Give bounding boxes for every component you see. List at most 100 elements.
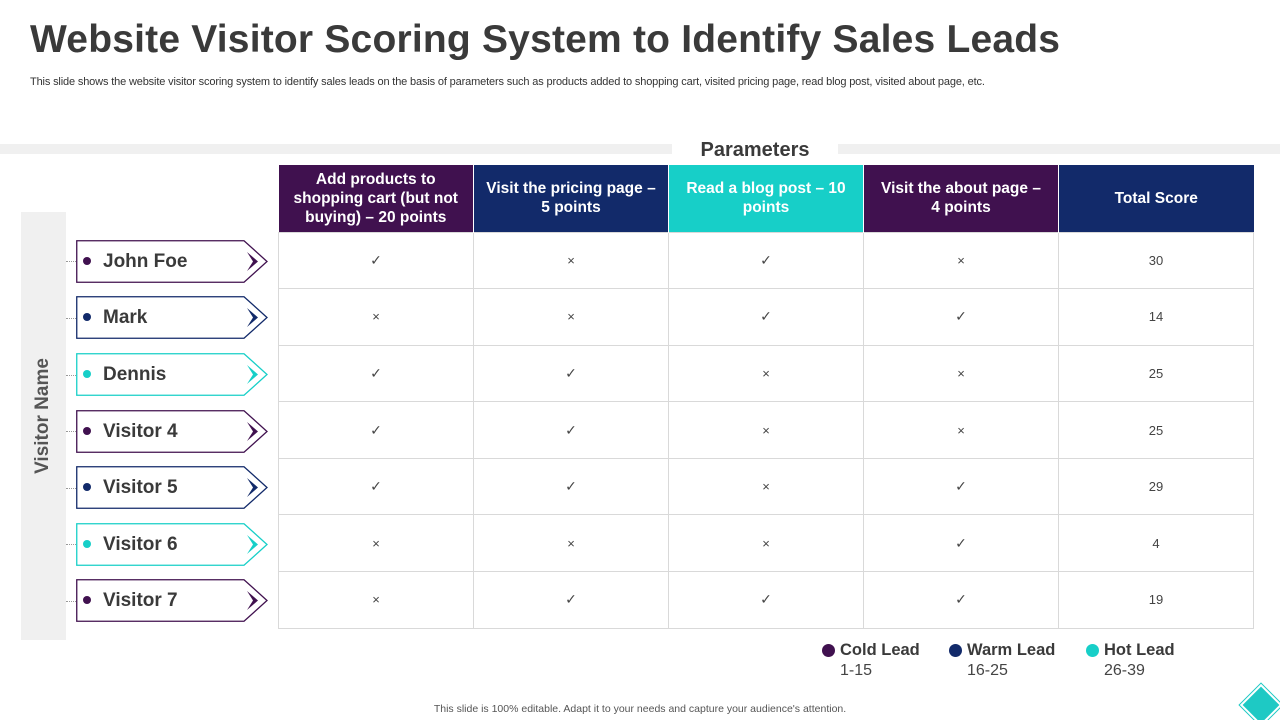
check-mark-icon: ✓ <box>370 251 382 268</box>
parameters-band <box>0 144 1280 154</box>
bullet-dot-icon <box>83 426 91 435</box>
table-cell: ✓ <box>473 344 669 403</box>
bullet-dot-icon <box>83 313 91 322</box>
scoring-table: Add products to shopping cart (but not b… <box>278 165 1254 629</box>
table-row: ✓ ✓ × × 25 <box>278 344 1254 403</box>
visitor-name: Visitor 5 <box>103 477 178 499</box>
total-score-cell: 25 <box>1058 401 1254 459</box>
table-cell: ✓ <box>278 457 474 516</box>
cross-mark-icon: × <box>762 535 770 551</box>
connector-line <box>66 261 78 263</box>
table-cell: ✓ <box>668 231 864 290</box>
cross-mark-icon: × <box>957 365 965 381</box>
visitor-name: Dennis <box>103 364 167 385</box>
tag-outline <box>76 522 268 566</box>
bullet-dot-icon <box>83 539 91 548</box>
check-mark-icon: ✓ <box>565 421 577 438</box>
visitor-tag: Visitor 5 <box>76 466 268 510</box>
table-cell: × <box>278 514 474 573</box>
check-mark-icon: ✓ <box>370 478 382 495</box>
cross-mark-icon: × <box>762 479 770 495</box>
cross-mark-icon: × <box>372 592 380 608</box>
legend-range: 26-39 <box>1104 662 1145 679</box>
table-cell: ✓ <box>278 344 474 403</box>
table-cell: ✓ <box>473 457 669 516</box>
cross-mark-icon: × <box>567 309 575 325</box>
table-cell: × <box>863 401 1059 459</box>
cross-mark-icon: × <box>762 422 770 438</box>
check-mark-icon: ✓ <box>955 308 967 325</box>
chevron-right-icon <box>247 534 258 554</box>
table-cell: ✓ <box>278 231 474 290</box>
check-mark-icon: ✓ <box>370 364 382 381</box>
parameters-label: Parameters <box>672 137 838 163</box>
table-cell: × <box>473 231 669 290</box>
table-cell: ✓ <box>668 571 864 629</box>
check-mark-icon: ✓ <box>760 308 772 325</box>
table-row: ✓ × ✓ × 30 <box>278 231 1254 290</box>
check-mark-icon: ✓ <box>370 421 382 438</box>
table-cell: × <box>473 514 669 573</box>
chevron-right-icon <box>247 421 258 441</box>
table-cell: × <box>278 571 474 629</box>
total-score-cell: 14 <box>1058 288 1254 346</box>
connector-line <box>66 317 78 319</box>
check-mark-icon: ✓ <box>760 591 772 608</box>
legend-name: Cold Lead <box>840 641 920 659</box>
slide-subtitle: This slide shows the website visitor sco… <box>30 76 985 88</box>
table-cell: ✓ <box>863 571 1059 629</box>
table-cell: ✓ <box>668 288 864 346</box>
table-cell: × <box>863 344 1059 403</box>
check-mark-icon: ✓ <box>565 478 577 495</box>
tag-outline <box>76 353 268 396</box>
column-header: Visit the pricing page – 5 points <box>473 165 669 232</box>
legend-range: 1-15 <box>840 662 873 679</box>
check-mark-icon: ✓ <box>760 251 772 268</box>
chevron-right-icon <box>247 251 258 271</box>
visitor-name: Visitor 4 <box>103 420 178 442</box>
check-mark-icon: ✓ <box>955 478 967 495</box>
legend-dot-icon <box>1086 644 1099 657</box>
legend-name: Hot Lead <box>1104 641 1175 659</box>
chevron-right-icon <box>247 365 258 384</box>
bullet-dot-icon <box>83 256 91 265</box>
total-score-cell: 4 <box>1058 514 1254 573</box>
visitor-tag: Visitor 6 <box>76 522 268 566</box>
tag-outline <box>76 579 268 623</box>
cross-mark-icon: × <box>957 252 965 268</box>
cross-mark-icon: × <box>372 535 380 551</box>
visitor-tag: Visitor 4 <box>76 409 268 453</box>
table-row: ✓ ✓ × × 25 <box>278 401 1254 459</box>
total-score-cell: 29 <box>1058 457 1254 516</box>
chevron-right-icon <box>247 591 258 611</box>
tag-outline <box>76 466 268 510</box>
table-cell: × <box>668 514 864 573</box>
connector-line <box>66 431 78 433</box>
table-cell: ✓ <box>863 514 1059 573</box>
table-cell: ✓ <box>473 401 669 459</box>
check-mark-icon: ✓ <box>565 364 577 381</box>
bullet-dot-icon <box>83 483 91 492</box>
legend-dot-icon <box>822 644 835 657</box>
table-cell: ✓ <box>278 401 474 459</box>
connector-line <box>66 544 78 546</box>
cross-mark-icon: × <box>957 422 965 438</box>
table-row: × × × ✓ 4 <box>278 514 1254 573</box>
table-cell: × <box>278 288 474 346</box>
connector-line <box>66 374 78 376</box>
table-cell: ✓ <box>863 457 1059 516</box>
column-header: Add products to shopping cart (but not b… <box>278 165 474 232</box>
bullet-dot-icon <box>83 596 91 605</box>
visitor-name: Visitor 7 <box>103 590 178 612</box>
table-body: ✓ × ✓ × 30 × × ✓ ✓ 14 ✓ ✓ × × 25 ✓ ✓ × × 25 ✓ ✓ × ✓ 29 × × × ✓ 4 × ✓ ✓ ✓ 1… <box>278 231 1254 629</box>
total-score-cell: 25 <box>1058 344 1254 403</box>
legend-range: 16-25 <box>967 662 1008 679</box>
visitor-name: John Foe <box>103 250 188 272</box>
table-cell: × <box>863 231 1059 290</box>
table-cell: × <box>668 401 864 459</box>
visitor-name: Mark <box>103 307 148 329</box>
legend-name: Warm Lead <box>967 641 1056 659</box>
column-header: Total Score <box>1058 165 1254 232</box>
tag-outline <box>76 239 268 283</box>
connector-line <box>66 600 78 602</box>
